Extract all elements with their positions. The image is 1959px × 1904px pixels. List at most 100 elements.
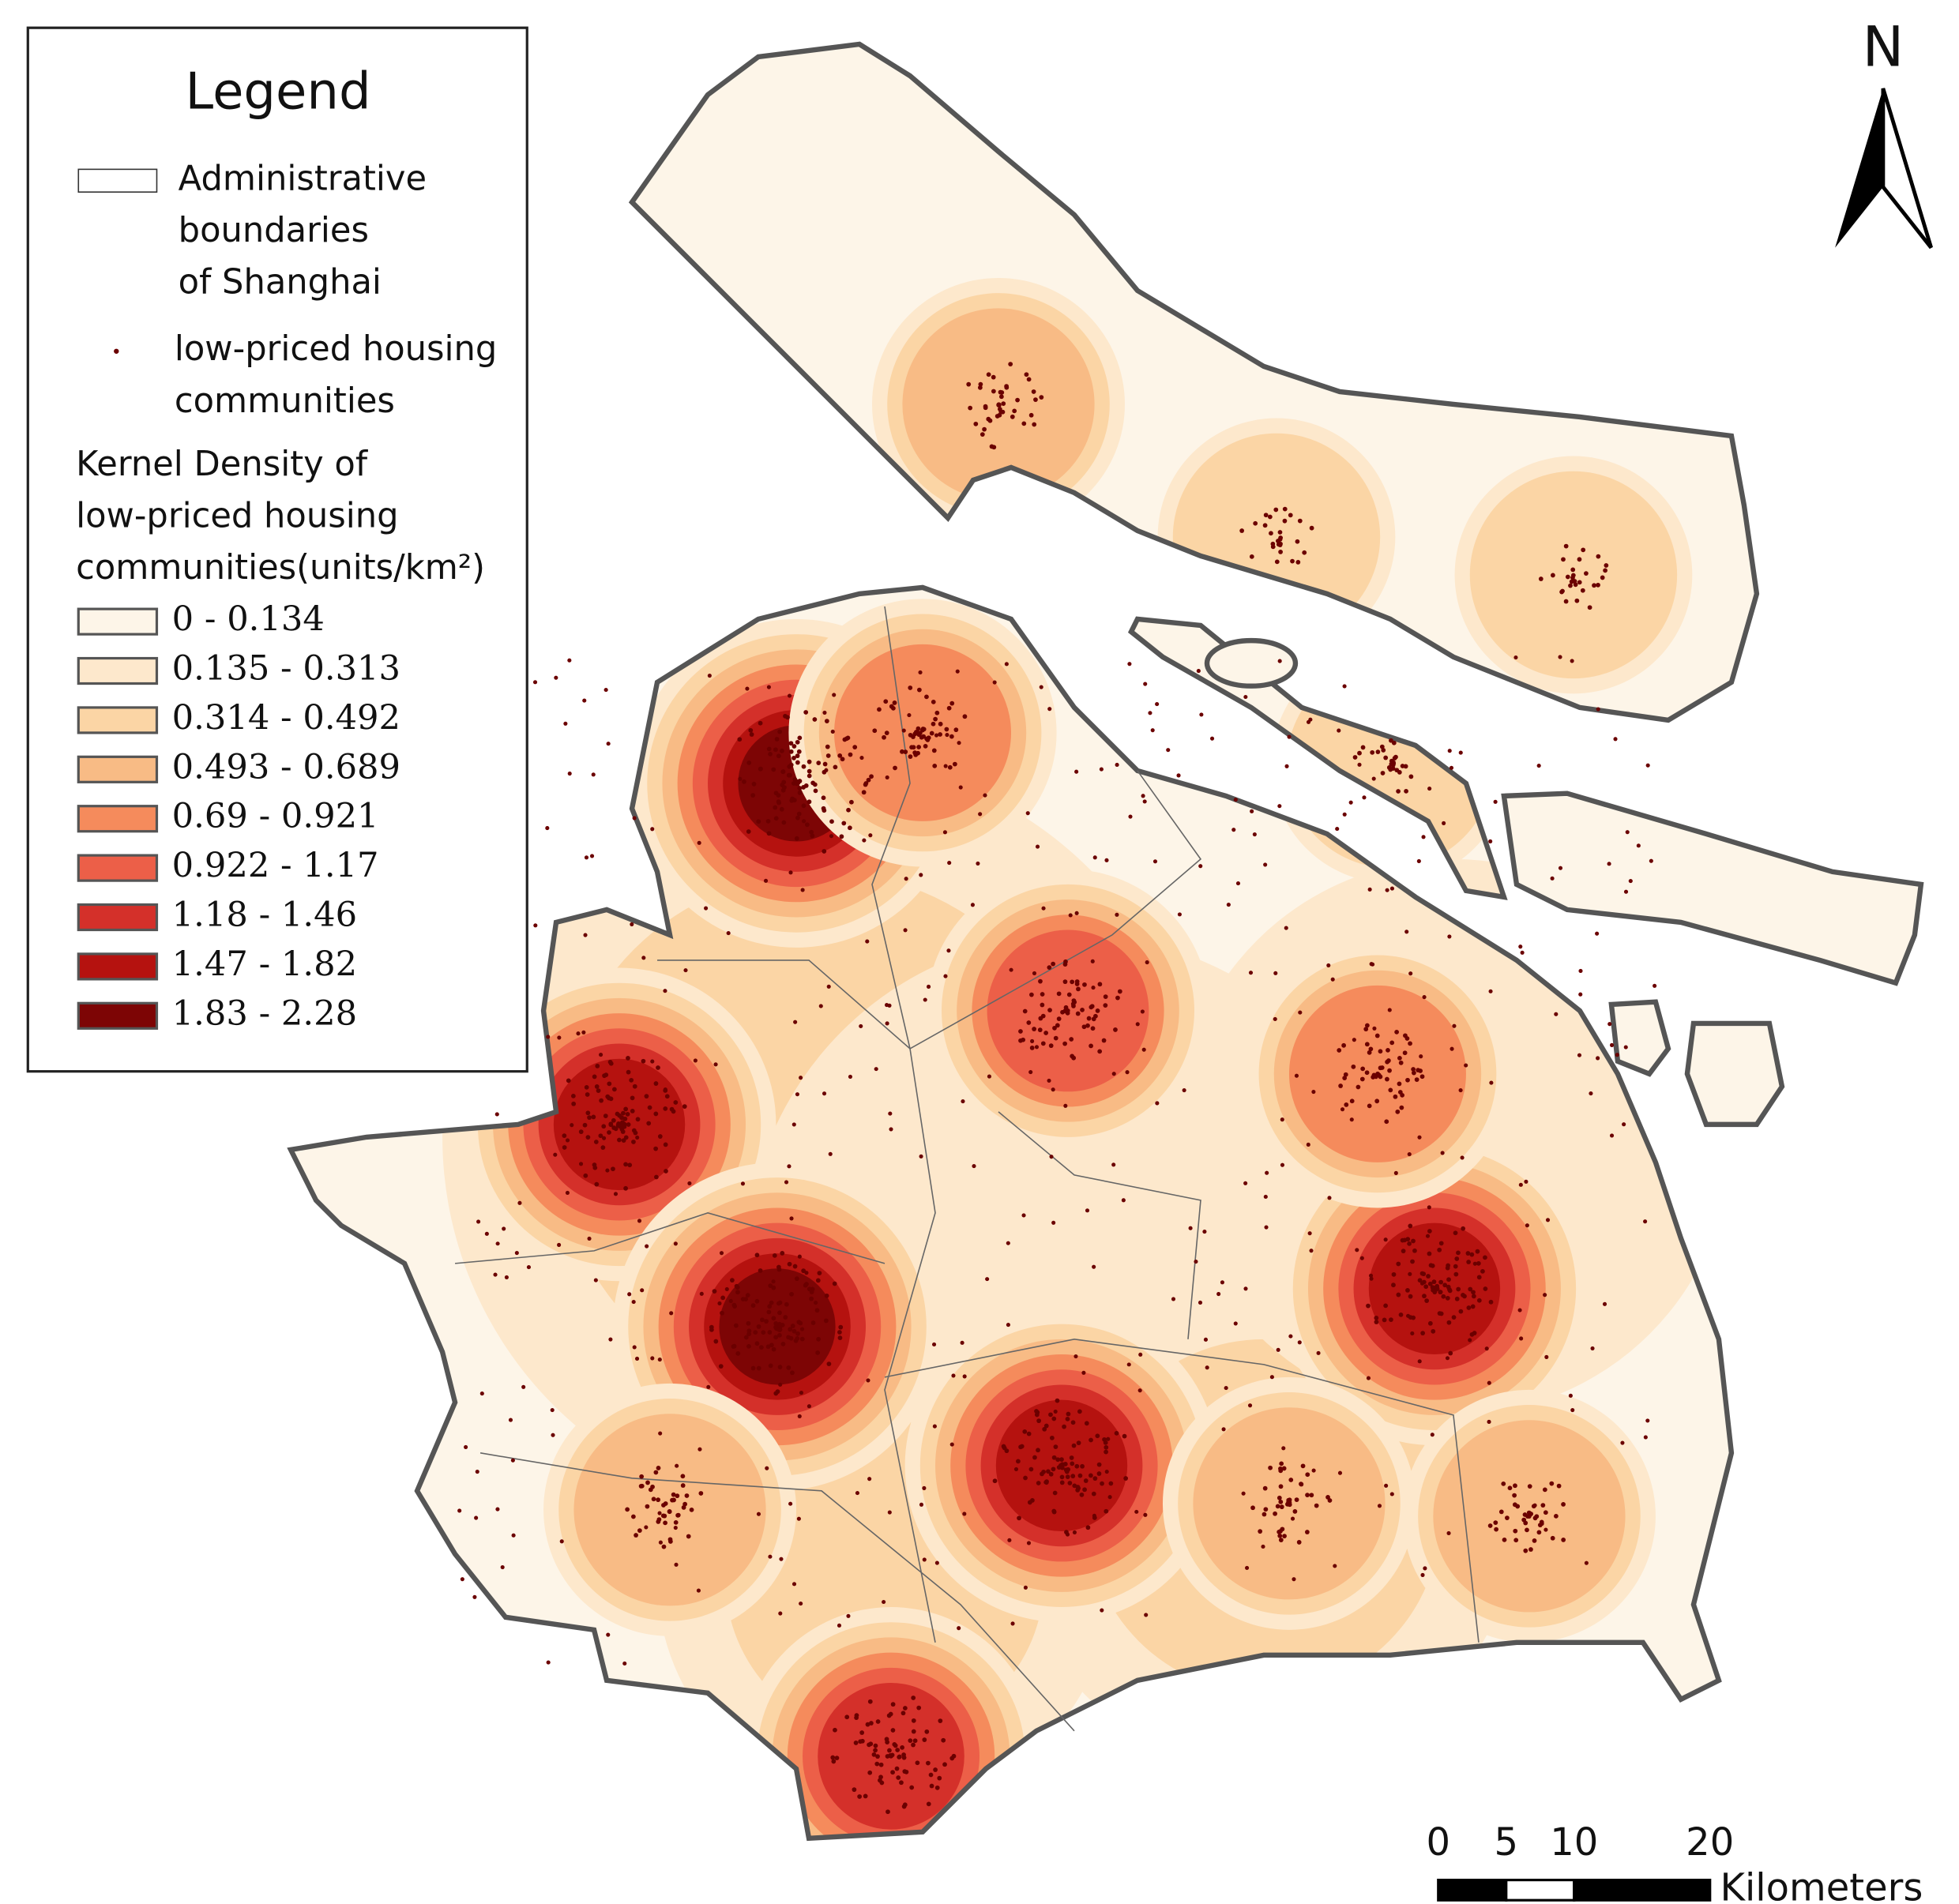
housing-point: [1544, 1527, 1548, 1532]
housing-point: [1343, 1072, 1348, 1077]
housing-point: [1091, 1491, 1096, 1497]
housing-point: [1368, 1273, 1374, 1278]
housing-point: [1408, 1041, 1412, 1046]
housing-point: [840, 757, 845, 762]
housing-point: [1469, 1331, 1475, 1337]
housing-point: [567, 658, 572, 663]
housing-point: [1053, 1444, 1058, 1449]
housing-point: [1049, 1155, 1054, 1159]
housing-point: [1055, 1023, 1060, 1028]
housing-point: [1398, 1312, 1404, 1317]
housing-point: [592, 1074, 597, 1080]
housing-point: [839, 834, 844, 839]
housing-point: [1512, 1493, 1517, 1498]
housing-point: [634, 1533, 638, 1538]
housing-point: [656, 1497, 661, 1503]
housing-point: [582, 1122, 588, 1128]
housing-point: [890, 1702, 896, 1707]
housing-point: [1243, 1181, 1248, 1185]
housing-point: [992, 680, 997, 685]
housing-point: [866, 777, 871, 783]
housing-point: [650, 1059, 655, 1064]
housing-point: [1568, 1393, 1573, 1398]
housing-point: [673, 1525, 678, 1530]
housing-point: [1036, 1481, 1041, 1485]
housing-point: [797, 786, 803, 791]
housing-point: [1316, 1350, 1321, 1355]
housing-point: [1281, 1446, 1286, 1451]
housing-point: [1034, 1409, 1039, 1414]
housing-point: [1365, 1023, 1370, 1028]
housing-point: [968, 405, 973, 411]
housing-point: [1036, 1418, 1041, 1424]
housing-point: [720, 1310, 724, 1316]
housing-point: [1140, 1009, 1145, 1014]
legend-label: Administrative: [179, 159, 427, 198]
housing-point: [1359, 1076, 1365, 1082]
housing-point: [1447, 749, 1452, 753]
housing-point: [1009, 967, 1013, 972]
housing-point: [1450, 1046, 1454, 1051]
housing-point: [608, 1122, 614, 1128]
housing-point: [746, 1343, 751, 1349]
housing-point: [885, 775, 889, 779]
housing-point: [758, 720, 763, 726]
housing-point: [1622, 1122, 1626, 1127]
housing-point: [937, 1775, 942, 1781]
housing-point: [1374, 1098, 1380, 1104]
housing-point: [1388, 767, 1393, 772]
housing-point: [1047, 707, 1052, 712]
housing-point: [754, 1298, 760, 1304]
housing-point: [1074, 911, 1079, 915]
housing-point: [801, 803, 807, 809]
housing-point: [1194, 1259, 1198, 1264]
housing-point: [1540, 1503, 1546, 1508]
housing-point: [641, 1058, 646, 1064]
housing-point: [460, 1577, 464, 1582]
housing-point: [570, 1123, 574, 1128]
housing-point: [457, 1508, 462, 1513]
housing-point: [879, 1780, 885, 1786]
housing-point: [1281, 1466, 1287, 1471]
housing-point: [1092, 1264, 1096, 1269]
housing-point: [1458, 1309, 1464, 1314]
housing-point: [605, 1168, 610, 1173]
housing-point: [756, 1365, 761, 1371]
housing-point: [562, 1145, 567, 1150]
housing-point: [1241, 1491, 1246, 1496]
housing-point: [587, 1236, 592, 1241]
housing-point: [650, 827, 655, 832]
housing-point: [952, 761, 957, 767]
housing-point: [1089, 1437, 1093, 1443]
housing-point: [493, 1272, 498, 1277]
housing-point: [1519, 1336, 1524, 1341]
housing-point: [630, 1109, 635, 1113]
housing-point: [901, 728, 906, 733]
housing-point: [1476, 1260, 1481, 1266]
housing-point: [1006, 1323, 1010, 1328]
housing-point: [867, 1477, 872, 1482]
housing-point: [1171, 1297, 1176, 1301]
housing-point: [941, 1737, 946, 1743]
housing-point: [769, 1300, 774, 1305]
housing-point: [724, 1286, 729, 1291]
housing-point: [713, 1339, 719, 1344]
housing-point: [754, 1252, 760, 1258]
housing-point: [1062, 1008, 1068, 1013]
housing-point: [633, 1130, 638, 1136]
housing-point: [1563, 599, 1569, 604]
housing-point: [1577, 1053, 1582, 1057]
housing-point: [962, 1512, 967, 1516]
housing-point: [1290, 558, 1295, 564]
housing-point: [1267, 514, 1273, 520]
housing-point: [1023, 1475, 1028, 1481]
housing-point: [1476, 1297, 1482, 1303]
housing-point: [511, 1533, 516, 1538]
housing-point: [1074, 1354, 1078, 1359]
housing-point: [1587, 605, 1592, 610]
housing-point: [1476, 1275, 1482, 1280]
housing-point: [788, 749, 794, 754]
housing-point: [1278, 1499, 1284, 1504]
housing-point: [1252, 832, 1257, 837]
housing-point: [645, 1480, 650, 1485]
